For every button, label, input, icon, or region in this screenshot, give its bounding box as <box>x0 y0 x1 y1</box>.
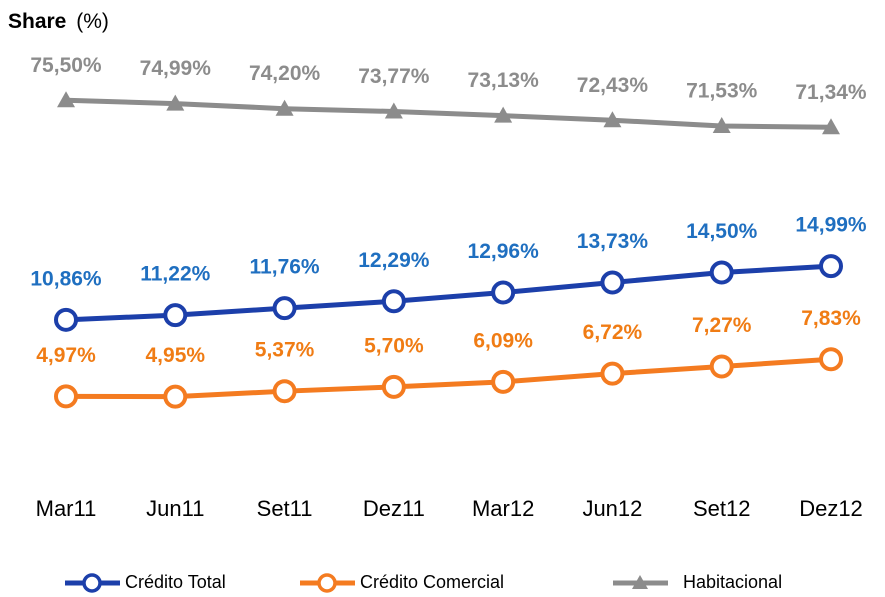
data-label: 11,22% <box>140 263 210 286</box>
data-label: 73,77% <box>358 65 430 88</box>
data-label: 7,27% <box>692 314 752 337</box>
data-label: 11,76% <box>250 256 320 279</box>
data-label: 71,53% <box>686 80 758 103</box>
data-label: 74,99% <box>140 57 212 80</box>
data-label: 12,29% <box>358 249 430 272</box>
data-point <box>166 94 185 111</box>
data-label: 4,97% <box>36 344 96 367</box>
data-label: 71,34% <box>795 81 867 104</box>
data-label: 6,72% <box>583 321 643 344</box>
legend-marker <box>317 573 337 593</box>
x-tick-label: Jun12 <box>582 496 642 521</box>
x-tick-label: Dez12 <box>799 496 863 521</box>
data-point <box>491 280 516 305</box>
data-point <box>822 118 840 135</box>
x-tick-label: Jun11 <box>146 496 204 521</box>
data-point <box>819 347 843 372</box>
chart-title-group: Share (%) <box>8 10 109 33</box>
data-label: 10,86% <box>30 267 102 290</box>
series-line <box>65 97 832 130</box>
data-point <box>163 384 188 409</box>
x-tick-label: Mar11 <box>36 496 97 521</box>
data-label: 4,95% <box>146 344 206 367</box>
data-point <box>603 111 622 128</box>
data-point <box>275 99 294 116</box>
data-point <box>600 270 625 295</box>
series-line <box>65 356 832 400</box>
data-label: 13,73% <box>577 230 649 253</box>
data-point <box>491 369 516 394</box>
legend-label: Crédito Total <box>125 572 226 592</box>
data-label: 5,37% <box>255 339 315 362</box>
data-label: 14,99% <box>795 214 867 237</box>
data-label: 72,43% <box>577 74 649 97</box>
data-point <box>272 379 297 404</box>
data-point <box>381 374 406 399</box>
data-label: 12,96% <box>468 240 540 263</box>
chart-unit: (%) <box>76 10 109 33</box>
data-label: 6,09% <box>473 329 533 352</box>
data-label: 5,70% <box>364 334 424 357</box>
data-label: 74,20% <box>249 62 321 85</box>
data-point <box>709 260 734 285</box>
data-point <box>272 296 297 321</box>
x-tick-label: Set12 <box>693 496 751 521</box>
data-label: 75,50% <box>30 54 102 77</box>
data-point <box>709 354 734 379</box>
data-point <box>54 307 78 332</box>
data-point <box>54 384 78 409</box>
chart-title: Share <box>8 10 66 33</box>
data-point <box>163 303 188 328</box>
x-tick-label: Mar12 <box>472 496 534 521</box>
series-line <box>65 263 832 323</box>
legend-label: Crédito Comercial <box>360 572 504 592</box>
data-point <box>384 102 403 119</box>
data-point <box>381 289 406 314</box>
x-tick-label: Dez11 <box>363 496 425 521</box>
data-point <box>819 254 843 279</box>
legend-marker <box>632 575 648 589</box>
legend-marker <box>82 573 102 593</box>
data-point <box>600 361 625 386</box>
data-point <box>712 117 731 134</box>
data-label: 7,83% <box>801 307 861 330</box>
data-point <box>494 106 513 123</box>
legend-label: Habitacional <box>683 572 782 592</box>
data-point <box>57 91 75 108</box>
data-label: 73,13% <box>468 69 540 92</box>
x-tick-label: Set11 <box>257 496 313 521</box>
data-label: 14,50% <box>686 220 758 243</box>
